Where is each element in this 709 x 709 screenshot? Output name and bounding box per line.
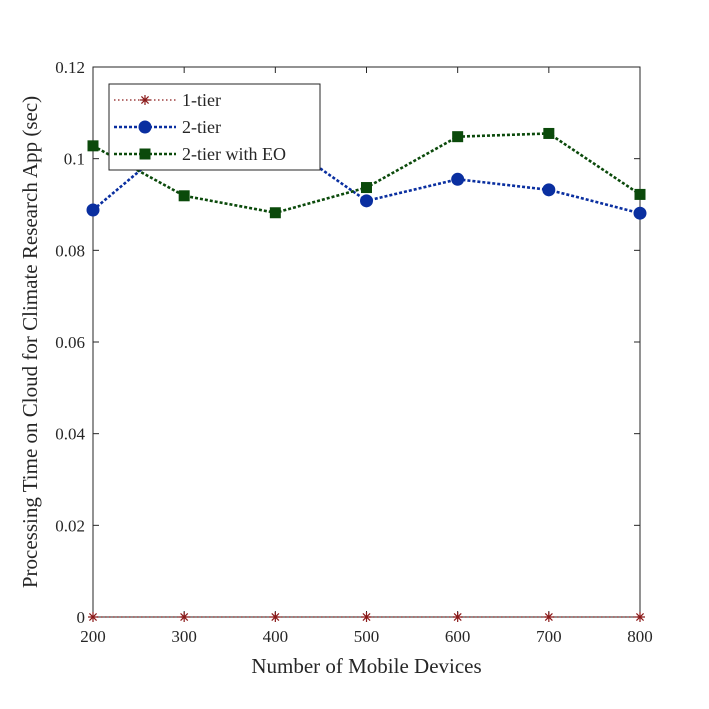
series-2-tier-with-eo — [87, 127, 646, 219]
data-point — [139, 148, 151, 160]
data-point — [86, 203, 100, 217]
legend-entry: 1-tier — [114, 90, 221, 110]
series-1-tier — [88, 612, 645, 622]
data-point — [360, 194, 373, 208]
legend: 1-tier 2-tier 2-tier with EO — [108, 83, 321, 171]
data-point — [140, 95, 150, 105]
y-tick-label: 0.12 — [55, 58, 85, 77]
y-tick-label: 0.02 — [55, 516, 85, 535]
legend-entry: 2-tier with EO — [114, 144, 286, 164]
y-axis-label: Processing Time on Cloud for Climate Res… — [18, 96, 42, 588]
x-tick-label: 200 — [80, 627, 106, 646]
data-point — [269, 207, 281, 219]
x-tick-label: 700 — [536, 627, 562, 646]
y-tick-labels: 0 0.02 0.04 0.06 0.08 0.1 0.12 — [55, 58, 85, 627]
data-point — [179, 612, 190, 622]
y-tick-label: 0.1 — [64, 150, 85, 169]
data-point — [635, 612, 645, 622]
data-point — [138, 120, 152, 134]
y-tick-label: 0 — [77, 608, 86, 627]
legend-label: 2-tier — [182, 117, 221, 137]
y-tick-label: 0.04 — [55, 425, 85, 444]
legend-label: 2-tier with EO — [182, 144, 286, 164]
data-point — [361, 612, 372, 622]
data-point — [452, 612, 463, 622]
y-tick-label: 0.08 — [55, 241, 85, 260]
data-point — [88, 612, 98, 622]
data-point — [543, 612, 554, 622]
x-tick-label: 400 — [263, 627, 289, 646]
data-point — [270, 612, 281, 622]
x-tick-labels: 200 300 400 500 600 700 800 — [80, 627, 653, 646]
data-point — [452, 131, 464, 143]
data-point — [542, 183, 556, 197]
legend-entry: 2-tier — [114, 117, 221, 137]
data-point — [543, 127, 555, 139]
data-point — [633, 206, 647, 220]
data-point — [451, 172, 465, 186]
x-tick-label: 600 — [445, 627, 471, 646]
x-tick-label: 500 — [354, 627, 380, 646]
legend-label: 1-tier — [182, 90, 221, 110]
x-tick-label: 300 — [171, 627, 197, 646]
data-point — [361, 182, 372, 194]
data-point — [178, 190, 190, 202]
y-tick-label: 0.06 — [55, 333, 85, 352]
data-point — [634, 188, 646, 200]
x-tick-label: 800 — [627, 627, 653, 646]
x-axis-label: Number of Mobile Devices — [251, 654, 481, 678]
data-point — [87, 140, 99, 152]
